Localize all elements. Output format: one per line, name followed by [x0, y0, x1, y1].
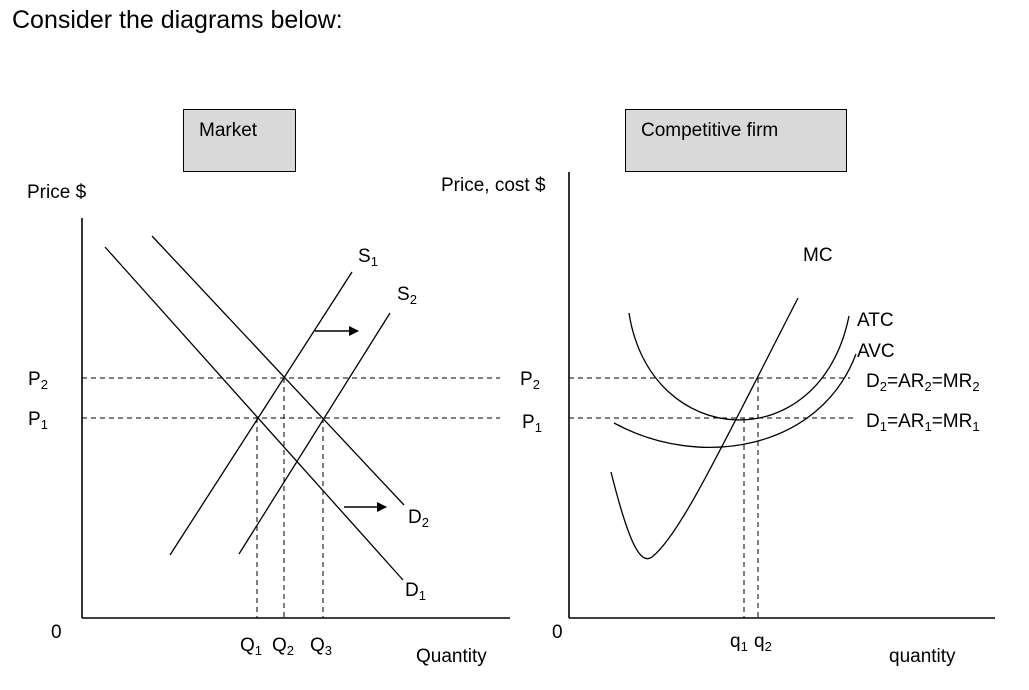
firm-q2-label: q2 — [754, 631, 772, 654]
firm-p2-label: P2 — [520, 369, 540, 392]
firm-avc-label: AVC — [857, 341, 895, 362]
market-supply-s1-curve — [169, 271, 353, 556]
market-origin-label: 0 — [51, 622, 62, 643]
firm-avc-curve — [613, 353, 857, 448]
market-d1-label: D1 — [405, 580, 426, 603]
firm-atc-label: ATC — [857, 310, 894, 331]
market-q3-label: Q3 — [310, 635, 332, 658]
firm-q1-label: q1 — [730, 631, 748, 654]
market-demand-d1-curve — [104, 246, 404, 581]
firm-title: Competitive firm — [641, 120, 779, 141]
market-s2-label: S2 — [397, 284, 417, 307]
market-p1-label: P1 — [28, 409, 48, 432]
market-s1-label: S1 — [358, 246, 378, 269]
market-x-axis-label: Quantity — [416, 646, 487, 667]
firm-d1-ar1-mr1-label: D1=AR1=MR1 — [866, 411, 980, 434]
market-demand-d2-curve — [151, 235, 405, 506]
market-title: Market — [199, 120, 258, 141]
market-supply-s2-curve — [238, 312, 391, 555]
firm-origin-label: 0 — [552, 622, 563, 643]
question-heading: Consider the diagrams below: — [12, 6, 343, 34]
market-d2-label: D2 — [408, 507, 429, 530]
market-y-axis-label: Price $ — [27, 182, 87, 203]
firm-title-box: Competitive firm — [625, 109, 847, 172]
market-p2-label: P2 — [28, 369, 48, 392]
firm-d2-ar2-mr2-label: D2=AR2=MR2 — [866, 371, 980, 394]
market-q2-label: Q2 — [272, 635, 294, 658]
market-title-box: Market — [183, 109, 296, 172]
firm-p1-label: P1 — [522, 412, 542, 435]
firm-x-axis-label: quantity — [889, 646, 956, 667]
firm-atc-curve — [628, 312, 850, 421]
firm-y-axis-label: Price, cost $ — [441, 175, 546, 196]
firm-mc-curve — [610, 297, 799, 560]
firm-mc-label: MC — [803, 245, 833, 266]
market-q1-label: Q1 — [240, 635, 262, 658]
